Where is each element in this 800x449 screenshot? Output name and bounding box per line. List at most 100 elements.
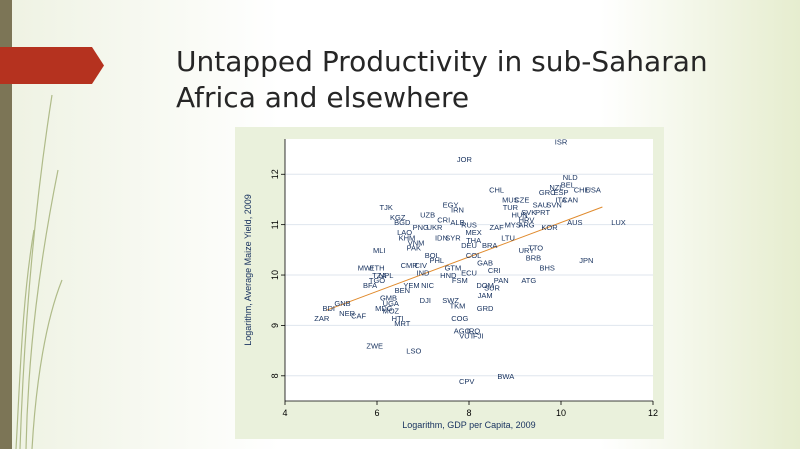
point-lux: LUX	[611, 218, 626, 227]
point-gab: GAB	[477, 258, 493, 267]
point-ben: BEN	[395, 286, 410, 295]
point-fji: FJI	[473, 332, 483, 341]
point-brb: BRB	[526, 253, 541, 262]
point-nzl: NZL	[549, 183, 563, 192]
point-ner: NER	[339, 309, 355, 318]
point-tur: TUR	[503, 203, 519, 212]
point-mwi: MWI	[358, 263, 373, 272]
point-dji: DJI	[420, 296, 431, 305]
point-moz: MOZ	[382, 306, 399, 315]
point-ltu: LTU	[501, 233, 515, 242]
point-alb: ALB	[450, 218, 464, 227]
point-cpv: CPV	[459, 377, 474, 386]
point-arg: ARG	[518, 221, 534, 230]
point-tza: TZA	[372, 271, 386, 280]
point-mys: MYS	[505, 221, 521, 230]
point-cog: COG	[451, 314, 468, 323]
point-col: COL	[466, 251, 481, 260]
point-syr: SYR	[445, 233, 461, 242]
point-uga: UGA	[383, 299, 399, 308]
point-pak: PAK	[407, 243, 421, 252]
point-ury: URY	[519, 246, 535, 255]
point-ago: AGO	[454, 326, 471, 335]
point-can: CAN	[562, 195, 578, 204]
point-deu: DEU	[461, 241, 477, 250]
y-tick-label: 11	[270, 220, 280, 229]
point-vut: VUT	[459, 332, 474, 341]
point-cri: CRI	[437, 216, 450, 225]
point-cze: CZE	[514, 195, 529, 204]
point-tgo: TGO	[369, 276, 385, 285]
point-atg: ATG	[521, 276, 536, 285]
x-tick-label: 12	[648, 408, 658, 418]
point-mrt: MRT	[394, 319, 411, 328]
y-tick-label: 10	[270, 270, 280, 280]
side-bar	[0, 0, 12, 449]
point-svn: SVN	[546, 201, 561, 210]
point-png: PNG	[413, 223, 429, 232]
point-npl: NPL	[379, 271, 394, 280]
point-hun: HUN	[511, 211, 527, 220]
point-chl: CHL	[489, 185, 504, 194]
x-tick-label: 10	[556, 408, 566, 418]
point-mdg: MDG	[375, 304, 393, 313]
slide-title: Untapped Productivity in sub-Saharan Afr…	[176, 45, 708, 114]
point-lao: LAO	[397, 228, 412, 237]
point-mus: MUS	[502, 195, 519, 204]
point-grc: GRC	[539, 188, 556, 197]
point-civ: CIV	[414, 261, 427, 270]
y-tick-label: 12	[270, 169, 280, 179]
point-bdi: BDI	[322, 304, 335, 313]
point-zwe: ZWE	[366, 342, 383, 351]
point-khm: KHM	[399, 233, 416, 242]
point-hti: HTI	[392, 314, 404, 323]
point-cmr: CMR	[401, 261, 419, 270]
title-arrow-icon	[0, 47, 104, 84]
x-tick-label: 8	[466, 408, 471, 418]
grass-decoration	[15, 94, 63, 449]
point-usa: USA	[585, 185, 600, 194]
y-tick-label: 9	[270, 323, 280, 328]
point-zaf: ZAF	[490, 223, 505, 232]
point-jor: JOR	[457, 155, 473, 164]
point-cri: CRI	[488, 266, 501, 275]
point-irq: IRQ	[467, 326, 481, 335]
point-sau: SAU	[533, 201, 548, 210]
point-prt: PRT	[535, 208, 550, 217]
point-ita: ITA	[555, 195, 566, 204]
plot-area	[285, 139, 653, 401]
point-swz: SWZ	[442, 296, 459, 305]
point-isr: ISR	[555, 138, 568, 147]
point-ind: IND	[417, 269, 431, 278]
x-tick-label: 6	[374, 408, 379, 418]
point-bel: BEL	[561, 180, 575, 189]
point-bwa: BWA	[497, 372, 514, 381]
point-dom: DOM	[476, 281, 494, 290]
point-nic: NIC	[421, 281, 435, 290]
point-bfa: BFA	[363, 281, 377, 290]
point-ukr: UKR	[427, 223, 443, 232]
point-svk: SVK	[521, 208, 536, 217]
point-zar: ZAR	[314, 314, 330, 323]
point-hrv: HRV	[519, 216, 535, 225]
point-pan: PAN	[494, 276, 509, 285]
point-phl: PHL	[430, 256, 445, 265]
point-vnm: VNM	[408, 238, 425, 247]
point-mex: MEX	[465, 228, 481, 237]
point-caf: CAF	[351, 311, 366, 320]
point-gmb: GMB	[380, 294, 397, 303]
point-tkm: TKM	[450, 301, 466, 310]
point-mli: MLI	[373, 246, 386, 255]
y-tick-label: 8	[270, 373, 280, 378]
point-che: CHE	[574, 185, 590, 194]
point-hnd: HND	[440, 271, 457, 280]
point-grd: GRD	[477, 304, 494, 313]
point-bhs: BHS	[539, 263, 554, 272]
point-lso: LSO	[406, 347, 421, 356]
point-aus: AUS	[567, 218, 582, 227]
fit-line	[326, 206, 603, 311]
point-tjk: TJK	[380, 203, 393, 212]
point-uzb: UZB	[420, 211, 435, 220]
point-kgz: KGZ	[390, 213, 406, 222]
point-kor: KOR	[541, 223, 558, 232]
